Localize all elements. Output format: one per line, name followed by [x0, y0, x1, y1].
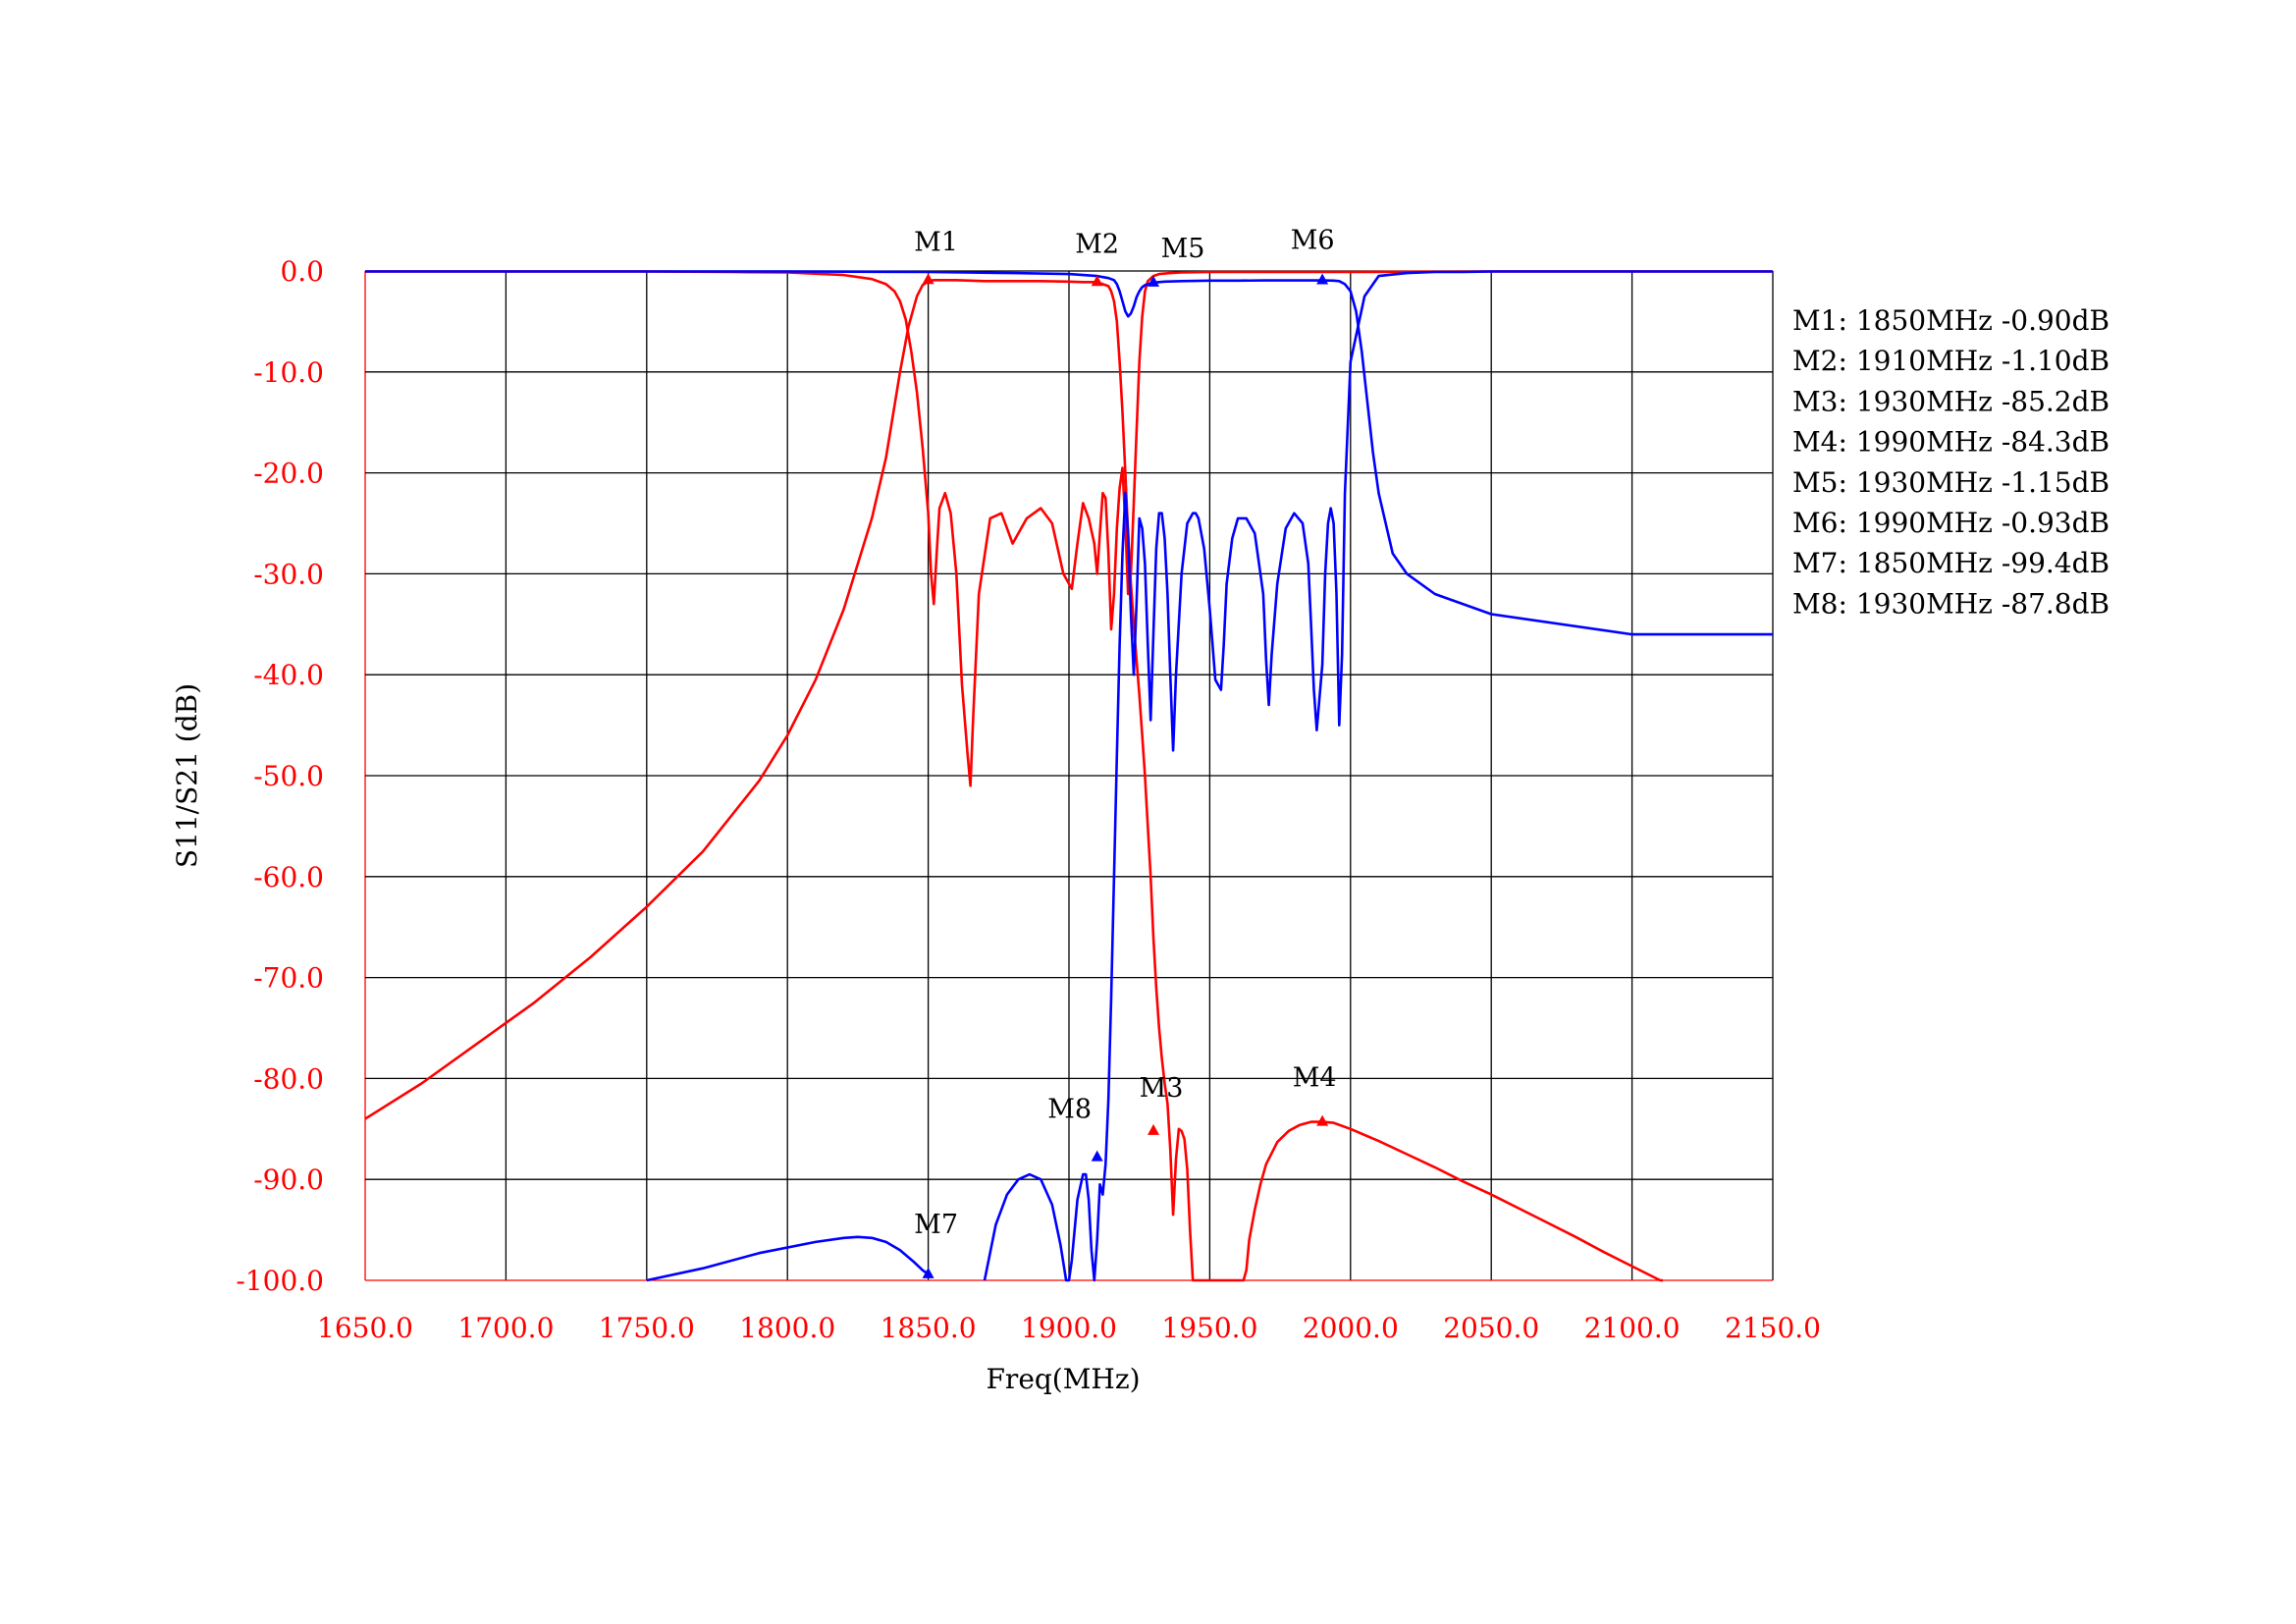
marker-m5 — [1148, 275, 1160, 287]
marker-label-m7: M7 — [914, 1210, 958, 1240]
series-line-2 — [365, 270, 1773, 636]
marker-m2 — [1091, 275, 1103, 287]
marker-m1 — [922, 273, 934, 285]
markers: M1 M2 M5 M6 M3 M4 M7 M8 — [914, 226, 1337, 1278]
marker-readout: M2: 1910MHz -1.10dB — [1792, 345, 2109, 377]
x-tick-label: 2150.0 — [1725, 1312, 1821, 1344]
marker-label-m5: M5 — [1161, 234, 1205, 264]
marker-m7 — [922, 1267, 934, 1278]
marker-readout: M3: 1930MHz -85.2dB — [1792, 385, 2109, 417]
series-line-3 — [646, 1235, 930, 1282]
marker-readout: M1: 1850MHz -0.90dB — [1792, 304, 2109, 337]
marker-readout: M4: 1990MHz -84.3dB — [1792, 426, 2109, 459]
marker-readout: M6: 1990MHz -0.93dB — [1792, 507, 2109, 539]
y-tick-label: -20.0 — [253, 458, 324, 490]
series-line-0 — [365, 278, 1664, 1282]
x-axis-title: Freq(MHz) — [987, 1363, 1141, 1395]
x-tick-label: 1800.0 — [739, 1312, 835, 1344]
y-tick-label: -80.0 — [253, 1062, 324, 1095]
y-tick-label: -90.0 — [253, 1164, 324, 1196]
series-line-1 — [365, 270, 1773, 787]
y-tick-label: -30.0 — [253, 558, 324, 590]
marker-label-m3: M3 — [1140, 1073, 1184, 1104]
y-tick-label: -50.0 — [253, 760, 324, 792]
marker-m8 — [1091, 1150, 1103, 1162]
x-tick-label: 1850.0 — [881, 1312, 977, 1344]
x-tick-label: 1950.0 — [1161, 1312, 1257, 1344]
marker-label-m2: M2 — [1075, 229, 1119, 259]
x-tick-label: 1700.0 — [457, 1312, 554, 1344]
y-tick-label: 0.0 — [280, 255, 324, 288]
marker-label-m8: M8 — [1047, 1095, 1092, 1125]
y-tick-label: -10.0 — [253, 356, 324, 389]
series-line-4 — [983, 270, 1773, 1282]
marker-label-m4: M4 — [1293, 1063, 1337, 1094]
series-lines — [365, 270, 1773, 1282]
marker-label-m6: M6 — [1291, 226, 1335, 256]
y-tick-label: -70.0 — [253, 962, 324, 995]
x-tick-label: 1900.0 — [1021, 1312, 1117, 1344]
grid — [364, 270, 1774, 1281]
x-tick-label: 2000.0 — [1303, 1312, 1399, 1344]
marker-m6 — [1316, 273, 1329, 285]
marker-readout-panel: M1: 1850MHz -0.90dB M2: 1910MHz -1.10dB M3… — [1792, 304, 2109, 620]
y-tick-label: -40.0 — [253, 659, 324, 691]
marker-readout: M5: 1930MHz -1.15dB — [1792, 466, 2109, 499]
marker-label-m1: M1 — [914, 227, 958, 257]
marker-m3 — [1148, 1123, 1160, 1135]
marker-readout: M8: 1930MHz -87.8dB — [1792, 587, 2109, 620]
marker-readout: M7: 1850MHz -99.4dB — [1792, 547, 2109, 579]
marker-m4 — [1316, 1114, 1329, 1126]
tick-labels: 1650.0 1700.0 1750.0 1800.0 1850.0 1900.0 1950… — [236, 255, 1821, 1344]
y-tick-label: -60.0 — [253, 861, 324, 893]
y-axis-title: S11/S21 (dB) — [171, 683, 203, 868]
x-tick-label: 2050.0 — [1443, 1312, 1539, 1344]
x-tick-label: 2100.0 — [1584, 1312, 1681, 1344]
x-tick-label: 1650.0 — [317, 1312, 413, 1344]
y-tick-label: -100.0 — [236, 1265, 324, 1297]
x-tick-label: 1750.0 — [599, 1312, 695, 1344]
